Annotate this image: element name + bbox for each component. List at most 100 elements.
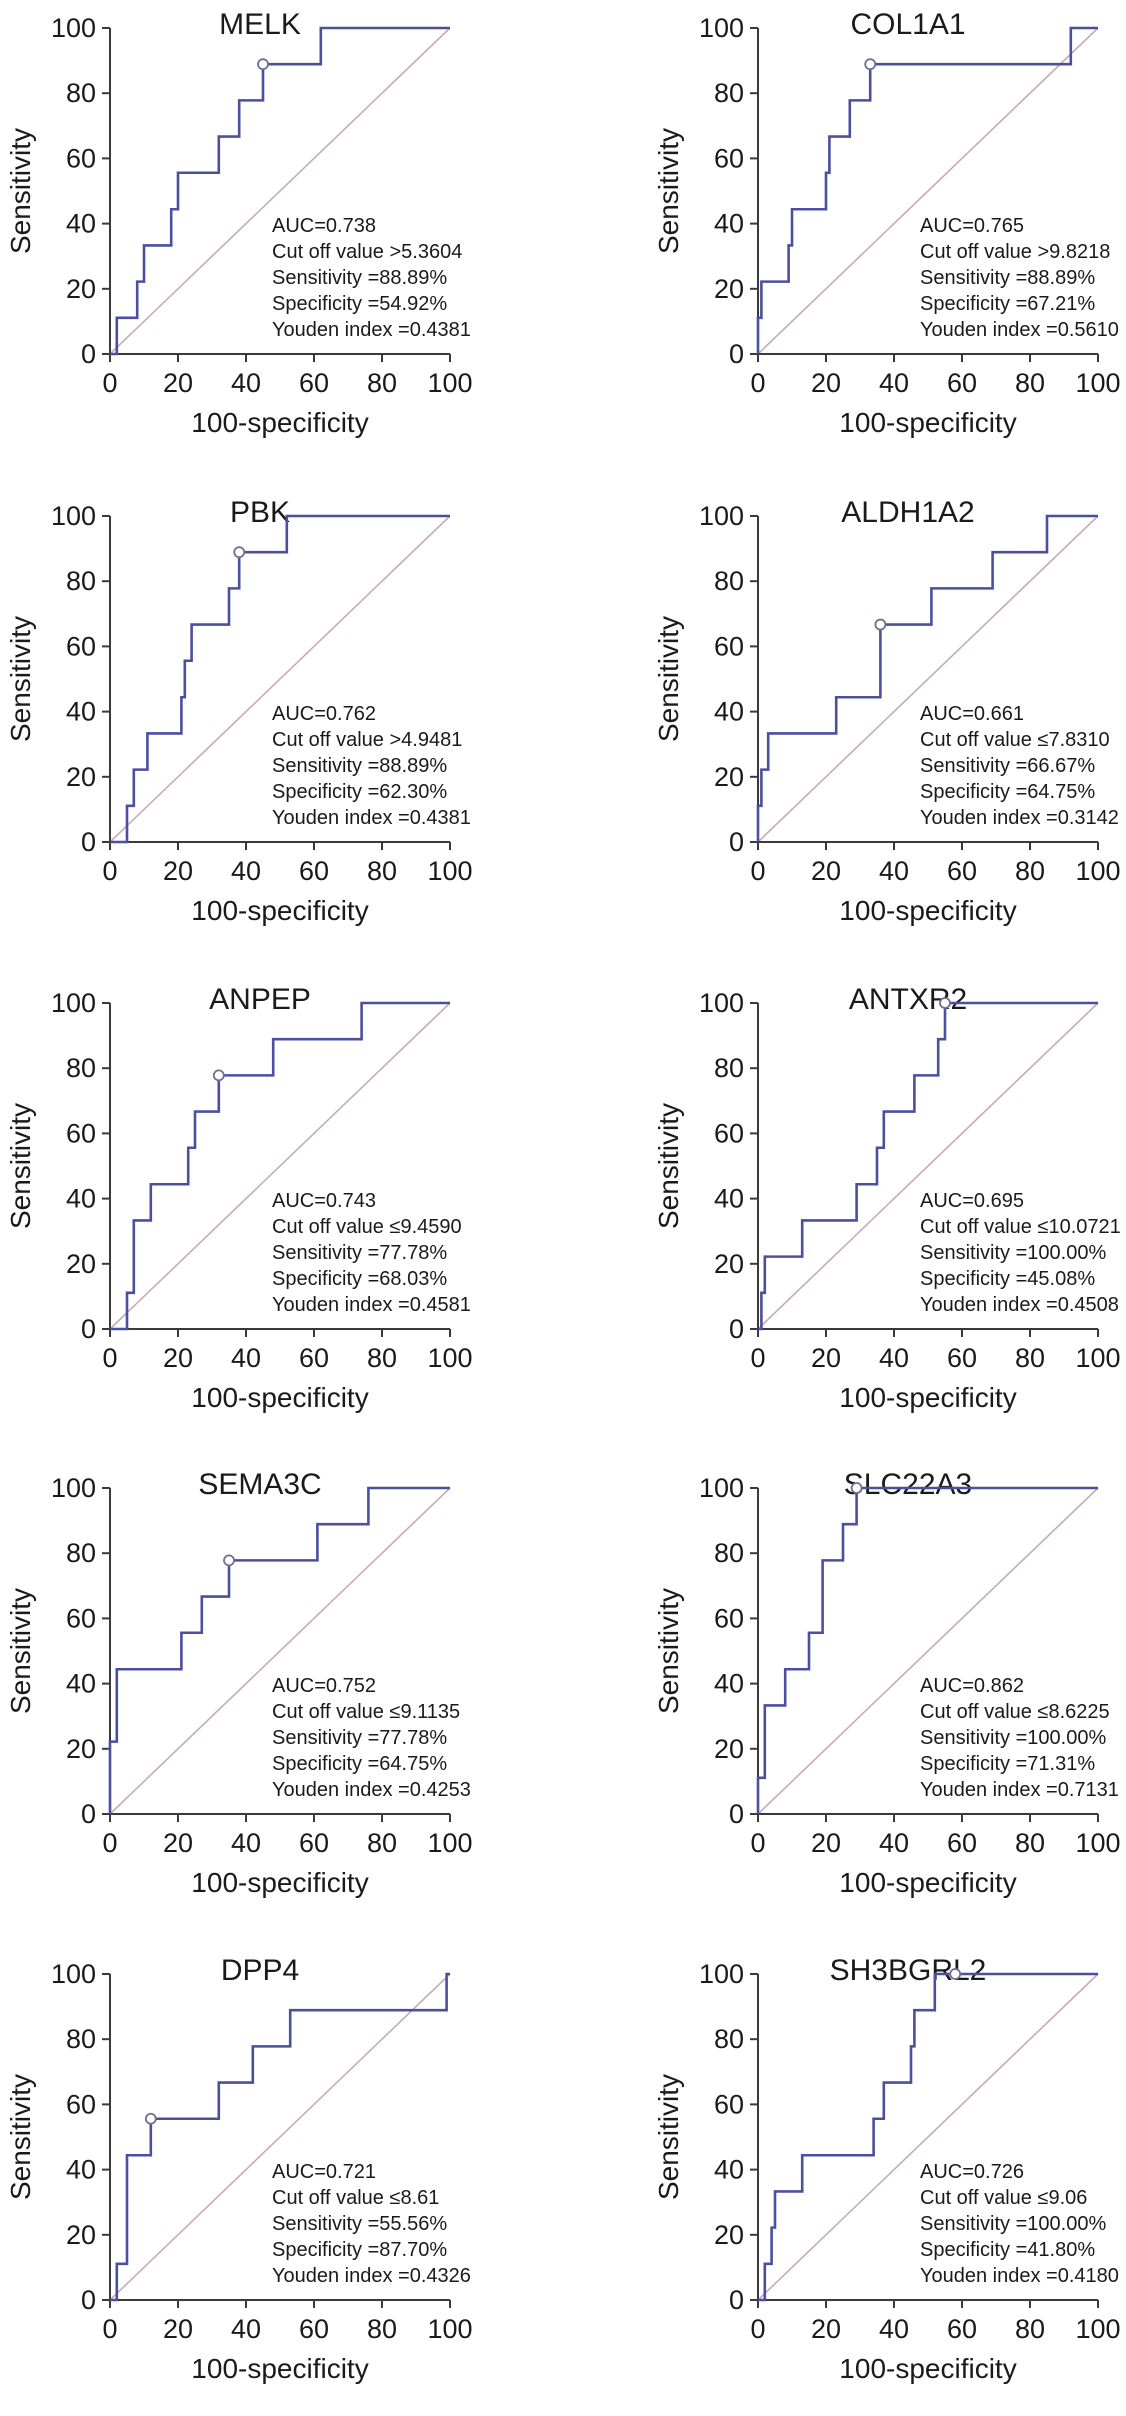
cutoff-point-marker — [939, 997, 951, 1009]
roc-panel-col1a1: 0 20 40 60 80 100 0 20 40 60 80 100 100-specificity S… — [648, 0, 1126, 470]
stat-line: Specificity =87.70% — [272, 2239, 447, 2261]
roc-panel-sema3c: 0 20 40 60 80 100 0 20 40 60 80 100 100-specificity S… — [0, 1460, 540, 1930]
y-tick-label: 80 — [714, 566, 744, 596]
x-axis-label: 100-specificity — [191, 895, 368, 926]
x-tick-label: 100 — [1075, 1828, 1120, 1858]
chart-title: PBK — [230, 496, 290, 529]
roc-curve-line — [758, 1972, 1098, 2302]
y-tick-label: 20 — [714, 274, 744, 304]
y-tick-label: 40 — [66, 697, 96, 727]
y-tick-label: 100 — [51, 1473, 96, 1503]
stat-line: AUC=0.765 — [920, 215, 1024, 237]
x-tick-label: 80 — [367, 2314, 397, 2344]
stat-line: Youden index =0.4180 — [920, 2265, 1119, 2287]
x-tick-label: 20 — [811, 1828, 841, 1858]
stat-line: AUC=0.721 — [272, 2161, 376, 2183]
roc-curve-line — [110, 1001, 450, 1331]
y-tick-label: 80 — [714, 78, 744, 108]
stat-line: Specificity =41.80% — [920, 2239, 1095, 2261]
y-tick-label: 20 — [66, 2220, 96, 2250]
x-tick-label: 40 — [879, 368, 909, 398]
y-tick-label: 60 — [66, 1603, 96, 1633]
stat-line: Sensitivity =100.00% — [920, 2213, 1106, 2235]
stat-line: Cut off value ≤9.4590 — [272, 1216, 462, 1238]
roc-chart: 0 20 40 60 80 100 0 20 40 60 80 100 100-specificity S… — [5, 1954, 473, 2384]
stat-line: Youden index =0.5610 — [920, 319, 1119, 341]
y-tick-label: 100 — [699, 1959, 744, 1989]
stat-line: Sensitivity =77.78% — [272, 1242, 447, 1264]
x-tick-label: 0 — [750, 1828, 765, 1858]
x-tick-label: 60 — [299, 2314, 329, 2344]
y-tick-label: 0 — [729, 1314, 744, 1344]
roc-chart: 0 20 40 60 80 100 0 20 40 60 80 100 100-specificity S… — [653, 8, 1121, 438]
x-tick-label: 80 — [367, 1343, 397, 1373]
x-tick-label: 40 — [231, 856, 261, 886]
x-tick-label: 60 — [299, 856, 329, 886]
x-tick-label: 20 — [163, 1343, 193, 1373]
y-tick-label: 80 — [66, 1538, 96, 1568]
roc-panel-slc22a3: 0 20 40 60 80 100 0 20 40 60 80 100 100-specificity S… — [648, 1460, 1126, 1930]
cutoff-point-marker — [850, 1482, 863, 1494]
x-tick-label: 0 — [750, 2314, 765, 2344]
stat-line: AUC=0.738 — [272, 215, 376, 237]
stat-line: Specificity =64.75% — [272, 1753, 447, 1775]
stat-line: Cut off value >5.3604 — [272, 241, 462, 263]
x-tick-label: 40 — [879, 856, 909, 886]
x-tick-label: 100 — [1075, 1343, 1120, 1373]
stat-line: Cut off value ≤8.61 — [272, 2187, 439, 2209]
y-tick-label: 40 — [66, 1669, 96, 1699]
y-tick-label: 60 — [66, 143, 96, 173]
x-tick-label: 60 — [947, 2314, 977, 2344]
stat-line: Sensitivity =55.56% — [272, 2213, 447, 2235]
x-tick-label: 20 — [163, 2314, 193, 2344]
stat-line: AUC=0.743 — [272, 1190, 376, 1212]
roc-chart: 0 20 40 60 80 100 0 20 40 60 80 100 100-specificity S… — [653, 1468, 1121, 1898]
y-tick-label: 20 — [66, 274, 96, 304]
y-axis-label: Sensitivity — [5, 616, 36, 742]
stat-line: AUC=0.762 — [272, 703, 376, 725]
roc-chart: 0 20 40 60 80 100 0 20 40 60 80 100 100-specificity S… — [5, 8, 473, 438]
roc-curve-line — [756, 1486, 1098, 1814]
reference-diagonal-line — [757, 1973, 1099, 2301]
chart-title: ALDH1A2 — [841, 496, 974, 529]
stat-line: Cut off value ≤10.0721 — [920, 1216, 1121, 1238]
y-tick-label: 40 — [714, 1669, 744, 1699]
stat-line: AUC=0.862 — [920, 1675, 1024, 1697]
stat-line: Specificity =71.31% — [920, 1753, 1095, 1775]
cutoff-point-marker — [212, 1069, 225, 1082]
x-tick-label: 100 — [427, 2314, 472, 2344]
stat-line: Sensitivity =100.00% — [920, 1727, 1106, 1749]
x-tick-label: 80 — [1015, 368, 1045, 398]
stat-line: Specificity =67.21% — [920, 293, 1095, 315]
chart-title: SH3BGRL2 — [830, 1954, 987, 1987]
x-tick-label: 60 — [299, 1343, 329, 1373]
x-tick-label: 20 — [811, 1343, 841, 1373]
stat-line: Youden index =0.4508 — [920, 1294, 1119, 1316]
x-tick-label: 40 — [231, 1343, 261, 1373]
y-tick-label: 60 — [714, 631, 744, 661]
x-tick-label: 20 — [811, 2314, 841, 2344]
roc-curve-line — [110, 514, 450, 844]
chart-title: SEMA3C — [198, 1468, 321, 1501]
x-tick-label: 100 — [427, 1828, 472, 1858]
roc-chart: 0 20 40 60 80 100 0 20 40 60 80 100 100-specificity S… — [5, 983, 473, 1413]
x-tick-label: 0 — [750, 1343, 765, 1373]
stat-line: Specificity =64.75% — [920, 781, 1095, 803]
y-axis-label: Sensitivity — [5, 1588, 36, 1714]
y-tick-label: 0 — [81, 827, 96, 857]
x-tick-label: 80 — [1015, 1343, 1045, 1373]
x-tick-label: 40 — [231, 368, 261, 398]
y-axis-label: Sensitivity — [653, 616, 684, 742]
y-tick-label: 100 — [51, 988, 96, 1018]
y-tick-label: 20 — [714, 1734, 744, 1764]
x-tick-label: 20 — [163, 856, 193, 886]
chart-title: DPP4 — [221, 1954, 299, 1987]
stat-line: Youden index =0.7131 — [920, 1779, 1119, 1801]
reference-diagonal-line — [109, 1973, 451, 2301]
y-tick-label: 40 — [66, 2155, 96, 2185]
roc-panel-melk: 0 20 40 60 80 100 0 20 40 60 80 100 100-specificity S… — [0, 0, 540, 470]
y-axis-label: Sensitivity — [653, 2074, 684, 2200]
x-tick-label: 100 — [1075, 856, 1120, 886]
x-tick-label: 100 — [1075, 2314, 1120, 2344]
y-tick-label: 60 — [714, 1118, 744, 1148]
